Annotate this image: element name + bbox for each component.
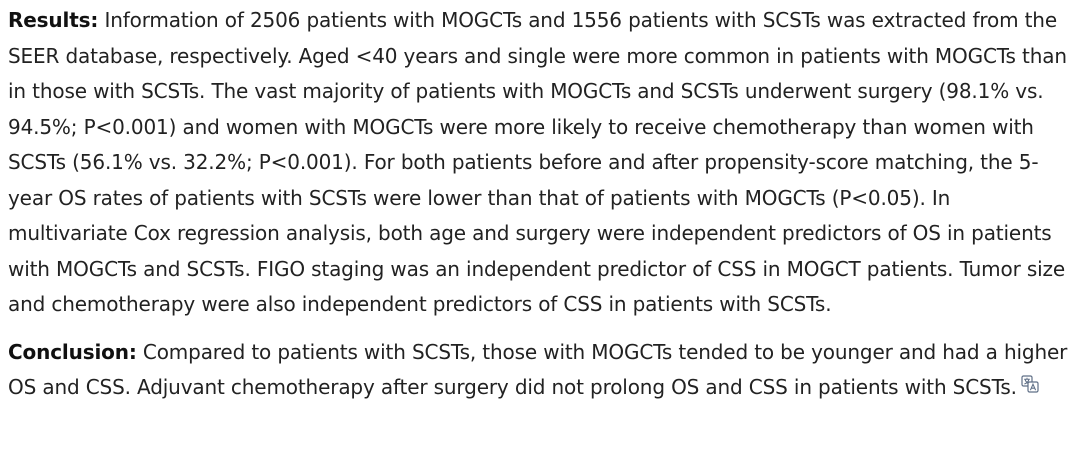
translate-icon[interactable] — [1021, 369, 1039, 405]
conclusion-label: Conclusion: — [8, 339, 137, 364]
results-text: Information of 2506 patients with MOGCTs… — [8, 8, 1067, 316]
results-paragraph: Results: Information of 2506 patients wi… — [8, 3, 1068, 323]
results-label: Results: — [8, 8, 99, 32]
conclusion-text: Compared to patients with SCSTs, those w… — [8, 339, 1068, 400]
conclusion-paragraph: Conclusion: Compared to patients with SC… — [8, 335, 1068, 406]
